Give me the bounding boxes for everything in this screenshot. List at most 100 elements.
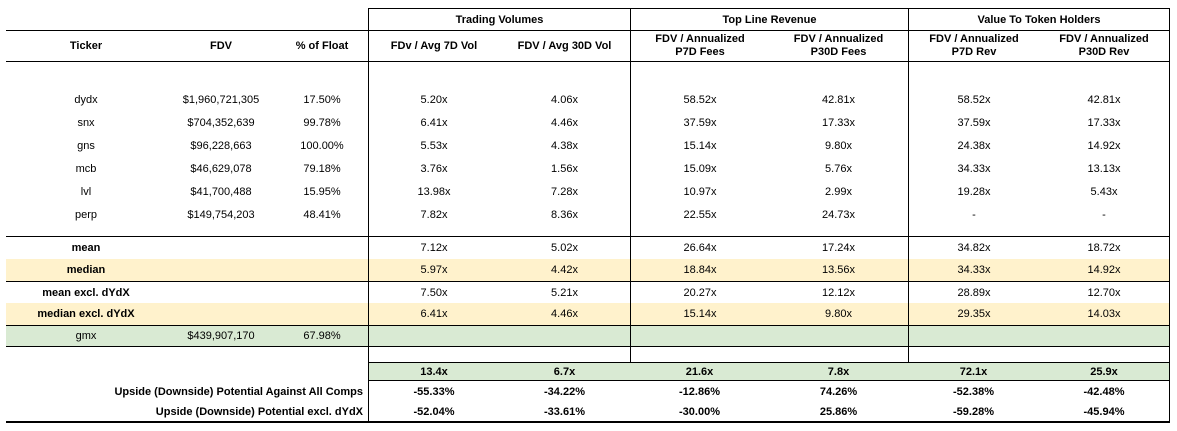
metric-cell: 7.82x <box>368 203 499 226</box>
metric-cell <box>908 326 1039 346</box>
metric-cell: 58.52x <box>630 88 769 111</box>
stat-row-mean-excl-dydx: mean excl. dYdX 7.50x 5.21x 20.27x 12.12… <box>6 281 1170 303</box>
metric-cell: 15.14x <box>630 134 769 157</box>
implied-metric-cell: 7.8x <box>769 362 908 381</box>
implied-metric-cell: 6.7x <box>499 362 630 381</box>
fdv-cell <box>166 303 276 325</box>
spacer-cell <box>6 62 368 88</box>
metric-cell: 6.41x <box>368 111 499 134</box>
upside-row-excl-dydx: Upside (Downside) Potential excl. dYdX -… <box>6 403 1170 423</box>
upside-metric-cell: -12.86% <box>679 386 720 398</box>
metric-cell: 5.20x <box>368 88 499 111</box>
spacer-cell <box>908 226 1170 236</box>
metric-cell: 7.28x <box>551 185 578 198</box>
implied-metric-cell: 21.6x <box>630 362 769 381</box>
upside-metric-cell: -52.38% <box>953 386 994 398</box>
metric-cell <box>1039 326 1170 346</box>
metric-cell: 8.36x <box>551 208 578 221</box>
col-header-line: P30D Rev <box>1078 46 1130 58</box>
metric-cell: 37.59x <box>630 111 769 134</box>
metric-cell <box>499 326 630 346</box>
corner-spacer <box>6 8 368 30</box>
metric-cell: 5.02x <box>551 242 578 254</box>
metric-cell: 22.55x <box>630 203 769 226</box>
metric-cell: 28.89x <box>908 282 1039 303</box>
metric-cell: - <box>908 203 1039 226</box>
metric-cell: 17.24x <box>821 242 856 254</box>
upside-metric-cell: -45.94% <box>1039 403 1170 421</box>
metric-cell: 3.76x <box>368 157 499 180</box>
metric-cell: 12.70x <box>1039 282 1170 303</box>
metric-cell: 13.13x <box>1039 157 1170 180</box>
column-header-row: Ticker FDV % of Float FDv / Avg 7D Vol F… <box>6 31 1170 62</box>
col-header-line: FDV / Annualized <box>929 33 1019 45</box>
implied-multiples-row: 13.4x 6.7x 21.6x 7.8x 72.1x 25.9x <box>6 362 1170 381</box>
float-cell: 48.41% <box>303 208 341 221</box>
metric-cell: 13.56x <box>821 264 856 276</box>
metric-cell: 13.98x <box>368 180 499 203</box>
metric-cell <box>769 326 908 346</box>
metric-cell: 12.12x <box>821 286 856 299</box>
metric-cell: 4.38x <box>551 139 578 152</box>
implied-metric-cell: 72.1x <box>908 362 1039 381</box>
stat-label: mean <box>71 242 101 254</box>
col-header-line: FDV / Annualized <box>655 33 745 45</box>
col-header-float: % of Float <box>295 40 349 52</box>
stat-row-median-excl-dydx: median excl. dYdX 6.41x 4.46x 15.14x 9.8… <box>6 303 1170 325</box>
col-header-fdv-ann-p7d-fees: FDV / Annualized P7D Fees <box>630 31 769 61</box>
fdv-cell: $149,754,203 <box>187 208 255 221</box>
metric-cell: 14.03x <box>1039 303 1170 325</box>
metric-cell: 34.33x <box>908 259 1039 281</box>
spacer-cell <box>6 347 368 362</box>
group-header-value-to-token-holders: Value To Token Holders <box>908 8 1170 30</box>
col-header-line: FDV / Annualized <box>1059 33 1149 45</box>
metric-cell: 17.33x <box>821 116 856 129</box>
metric-cell: 26.64x <box>630 237 769 259</box>
metric-cell: 5.43x <box>1039 180 1170 203</box>
spacer-cell <box>630 226 908 236</box>
upside-metric-cell: -30.00% <box>679 406 720 418</box>
metric-cell: 5.97x <box>368 259 499 281</box>
upside-metric-cell: 25.86% <box>819 406 858 418</box>
col-header-ticker: Ticker <box>69 40 103 52</box>
metric-cell: 14.92x <box>1039 134 1170 157</box>
ticker-cell: snx <box>77 116 95 129</box>
implied-metric-cell: 13.4x <box>368 362 499 381</box>
metric-cell: 4.46x <box>551 308 578 320</box>
fdv-cell: $1,960,721,305 <box>182 93 260 106</box>
stat-row-mean: mean 7.12x 5.02x 26.64x 17.24x 34.82x 18… <box>6 236 1170 259</box>
metric-cell: 7.50x <box>368 282 499 303</box>
spacer-row <box>6 226 1170 236</box>
col-header-fdv: FDV <box>210 40 232 52</box>
float-cell <box>276 259 368 281</box>
stat-label: mean excl. dYdX <box>42 286 130 299</box>
float-cell <box>276 237 368 259</box>
fdv-cell <box>166 237 276 259</box>
spacer-cell <box>368 347 630 362</box>
metric-cell: 20.27x <box>630 282 769 303</box>
metric-cell: 18.72x <box>1039 237 1170 259</box>
metric-cell: 42.81x <box>1039 88 1170 111</box>
fdv-cell: $96,228,663 <box>190 139 252 152</box>
upside-metric-cell: -33.61% <box>544 406 585 418</box>
float-cell <box>276 303 368 325</box>
ticker-cell: gns <box>77 139 95 152</box>
comp-row-mcb: mcb $46,629,078 79.18% 3.76x 1.56x 15.09… <box>6 157 1170 180</box>
metric-cell <box>630 326 769 346</box>
metric-cell: 24.38x <box>908 134 1039 157</box>
metric-cell: 34.33x <box>908 157 1039 180</box>
metric-cell: 5.53x <box>368 134 499 157</box>
fdv-cell <box>166 259 276 281</box>
ticker-cell: perp <box>74 208 98 221</box>
stat-label: median <box>66 264 106 276</box>
metric-cell: 42.81x <box>821 93 856 106</box>
upside-metric-cell: 74.26% <box>819 386 858 398</box>
float-cell <box>276 282 368 303</box>
comp-row-perp: perp $149,754,203 48.41% 7.82x 8.36x 22.… <box>6 203 1170 226</box>
col-header-fdv-ann-p30d-rev: FDV / Annualized P30D Rev <box>1039 31 1170 61</box>
metric-cell: 14.92x <box>1039 259 1170 281</box>
metric-cell: 15.14x <box>630 303 769 325</box>
fdv-cell: $439,907,170 <box>187 330 255 342</box>
float-cell: 79.18% <box>303 162 341 175</box>
